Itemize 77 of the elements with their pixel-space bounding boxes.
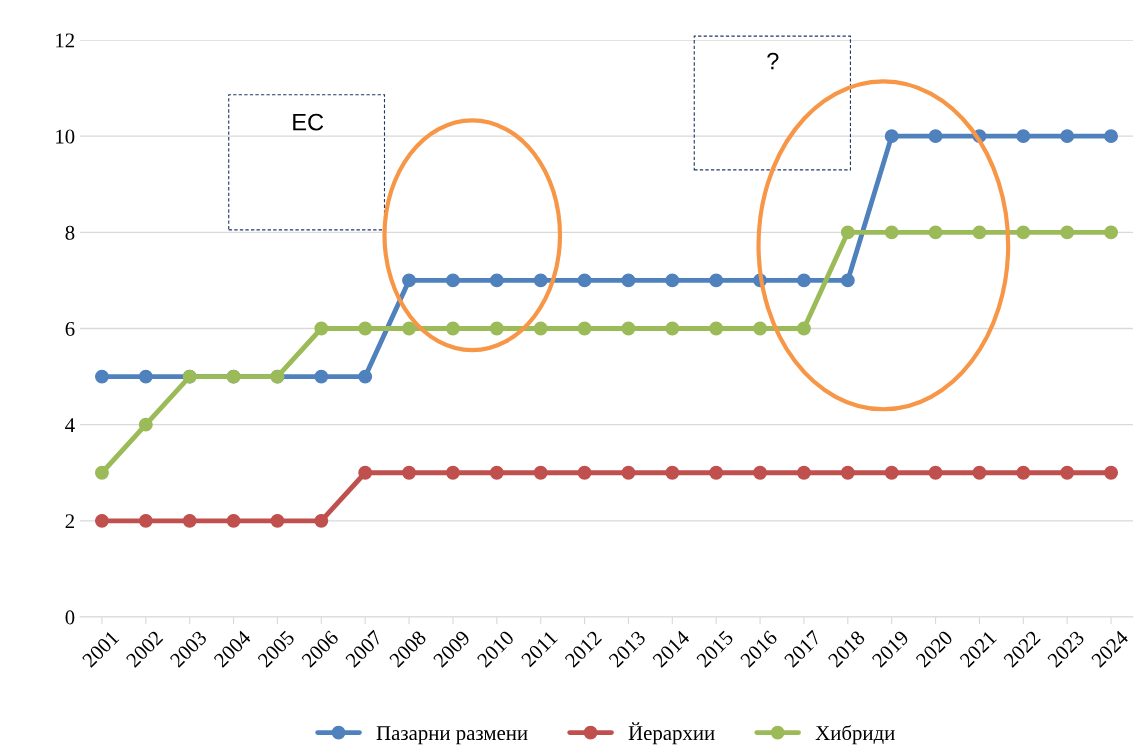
y-tick-label: 8 bbox=[65, 225, 75, 240]
point bbox=[533, 321, 548, 336]
point bbox=[94, 513, 109, 528]
point bbox=[402, 273, 417, 288]
point bbox=[402, 321, 417, 336]
point bbox=[314, 321, 329, 336]
point bbox=[270, 513, 285, 528]
point bbox=[358, 369, 373, 384]
point bbox=[577, 465, 592, 480]
legend-label: Хибриди bbox=[815, 724, 895, 745]
point bbox=[402, 465, 417, 480]
point bbox=[796, 465, 811, 480]
x-tick-label: 2011 bbox=[520, 630, 558, 668]
point bbox=[709, 273, 724, 288]
point bbox=[445, 465, 460, 480]
point bbox=[1060, 225, 1075, 240]
y-tick-label: 6 bbox=[65, 321, 75, 336]
point bbox=[94, 465, 109, 480]
point bbox=[884, 129, 899, 144]
point bbox=[796, 321, 811, 336]
y-tick-label: 10 bbox=[56, 129, 75, 144]
point bbox=[665, 321, 680, 336]
point bbox=[1104, 225, 1119, 240]
point bbox=[533, 465, 548, 480]
point bbox=[665, 273, 680, 288]
point bbox=[314, 513, 329, 528]
point bbox=[972, 225, 987, 240]
annotation: ЕС bbox=[293, 113, 324, 131]
point bbox=[884, 465, 899, 480]
point bbox=[1060, 129, 1075, 144]
point bbox=[1016, 129, 1031, 144]
point bbox=[709, 321, 724, 336]
point bbox=[226, 513, 241, 528]
point bbox=[840, 273, 855, 288]
point bbox=[928, 465, 943, 480]
point bbox=[358, 465, 373, 480]
point bbox=[533, 273, 548, 288]
point bbox=[621, 273, 636, 288]
point bbox=[1104, 129, 1119, 144]
legend-label: Йерархии bbox=[628, 722, 715, 745]
point bbox=[489, 321, 504, 336]
point bbox=[884, 225, 899, 240]
point bbox=[489, 465, 504, 480]
point bbox=[709, 465, 724, 480]
point bbox=[753, 321, 768, 336]
point bbox=[840, 225, 855, 240]
point bbox=[445, 273, 460, 288]
point bbox=[577, 273, 592, 288]
point bbox=[621, 465, 636, 480]
point bbox=[138, 513, 153, 528]
point bbox=[665, 465, 680, 480]
y-tick-label: 4 bbox=[65, 418, 75, 432]
point bbox=[577, 321, 592, 336]
point bbox=[1016, 465, 1031, 480]
point bbox=[138, 369, 153, 384]
point bbox=[489, 273, 504, 288]
point bbox=[621, 321, 636, 336]
annotation: ? bbox=[767, 52, 779, 70]
point bbox=[1060, 465, 1075, 480]
point bbox=[928, 129, 943, 144]
y-tick-label: 12 bbox=[56, 33, 74, 48]
point bbox=[445, 321, 460, 336]
point bbox=[1016, 225, 1031, 240]
point bbox=[1104, 465, 1119, 480]
point bbox=[928, 225, 943, 240]
point bbox=[840, 465, 855, 480]
point bbox=[796, 273, 811, 288]
legend-label: Пазарни размени bbox=[376, 726, 528, 745]
y-tick-label: 0 bbox=[65, 610, 75, 625]
point bbox=[138, 417, 153, 432]
point bbox=[358, 321, 373, 336]
point bbox=[182, 513, 197, 528]
point bbox=[753, 465, 768, 480]
point bbox=[94, 369, 109, 384]
y-tick-label: 2 bbox=[65, 514, 74, 529]
point bbox=[314, 369, 329, 384]
point bbox=[972, 465, 987, 480]
